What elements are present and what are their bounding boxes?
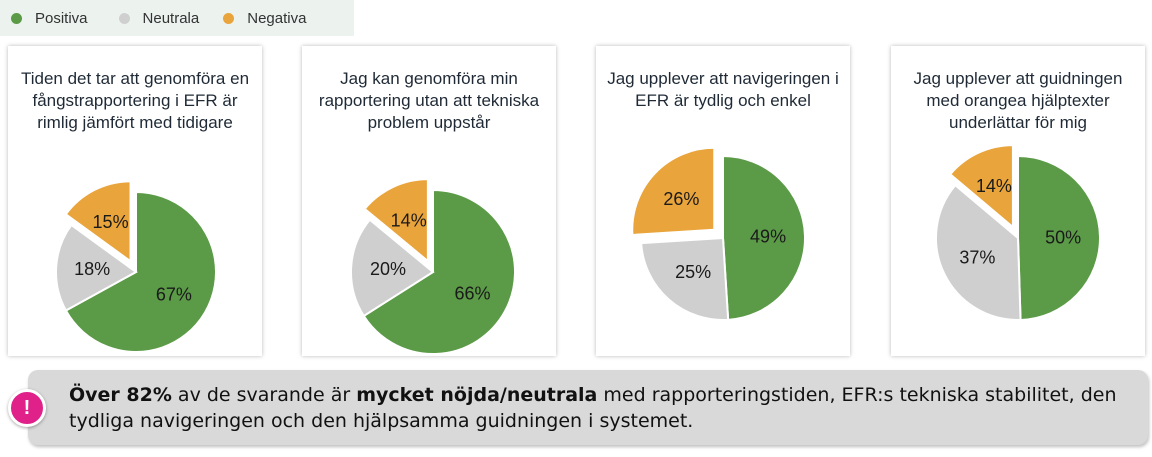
chart-card-3: Jag upplever att navigeringen i EFR är t… <box>596 46 850 356</box>
pie-slice-negativa <box>64 180 132 264</box>
legend-label: Positiva <box>35 9 88 27</box>
pie-slice-positiva <box>64 190 217 353</box>
pie-slice-positiva <box>1017 154 1101 321</box>
pie-data-label: 37% <box>959 248 995 268</box>
pie-data-label: 20% <box>370 259 406 279</box>
pie-data-label: 66% <box>455 284 491 304</box>
summary-text-part: av de svarande är <box>171 384 357 406</box>
pie-data-label: 14% <box>391 210 427 230</box>
pie-chart-4: 50% 37% 14% <box>935 144 1101 321</box>
chart-card-1: Tiden det tar att genomföra en fångstrap… <box>8 46 262 356</box>
pie-slice-positiva <box>362 188 516 355</box>
chart-title: Tiden det tar att genomföra en fångstrap… <box>20 69 250 132</box>
legend-item-positiva: Positiva <box>0 10 88 27</box>
pie-chart-1: 67% 18% 15% <box>55 180 217 353</box>
legend-swatch-positiva <box>11 12 22 24</box>
summary-highlight-percent: Över 82% <box>69 384 172 406</box>
summary-text-part: med rapporteringstiden, EFR:s tekniska s… <box>69 384 1117 432</box>
pie-chart-3: 49% 25% 26% <box>631 146 806 321</box>
chart-title: Jag kan genomföra min rapportering utan … <box>318 69 540 132</box>
chart-title: Jag upplever att navigeringen i EFR är t… <box>607 69 839 110</box>
pie-slice-neutrala <box>935 183 1022 321</box>
legend-label: Negativa <box>247 9 307 27</box>
pie-slice-neutrala <box>350 218 435 318</box>
summary-highlight-satisfaction: mycket nöjda/neutrala <box>356 384 598 406</box>
chart-legend: Positiva Neutrala Negativa <box>0 0 354 36</box>
summary-callout: Över 82% av de svarande är mycket nöjda/… <box>28 370 1148 445</box>
pie-slice-positiva <box>722 154 806 321</box>
pie-data-label: 67% <box>156 284 192 304</box>
pie-slice-neutrala <box>640 236 730 321</box>
pie-slice-negativa <box>631 146 716 236</box>
chart-card-4: Jag upplever att guidningen med orangea … <box>891 46 1145 356</box>
legend-label: Neutrala <box>142 9 200 27</box>
pie-data-label: 50% <box>1045 227 1081 247</box>
pie-slice-negativa <box>948 144 1014 230</box>
legend-swatch-neutrala <box>118 12 130 24</box>
exclamation-icon: ! <box>8 389 46 427</box>
pie-data-label: 49% <box>750 227 786 247</box>
summary-text: Över 82% av de svarande är mycket nöjda/… <box>69 382 1128 434</box>
legend-swatch-negativa <box>223 12 235 24</box>
pie-data-label: 18% <box>74 259 110 279</box>
pie-slice-negativa <box>363 178 429 264</box>
chart-card-2: Jag kan genomföra min rapportering utan … <box>302 46 556 356</box>
chart-title: Jag upplever att guidningen med orangea … <box>913 69 1123 132</box>
pie-slice-neutrala <box>55 223 138 312</box>
legend-item-neutrala: Neutrala <box>105 9 200 27</box>
pie-data-label: 26% <box>663 189 699 209</box>
pie-data-label: 25% <box>675 262 711 282</box>
legend-item-negativa: Negativa <box>209 10 306 27</box>
pie-data-label: 15% <box>93 212 129 232</box>
pie-data-label: 14% <box>976 176 1012 196</box>
pie-chart-2: 66% 20% 14% <box>350 178 516 355</box>
